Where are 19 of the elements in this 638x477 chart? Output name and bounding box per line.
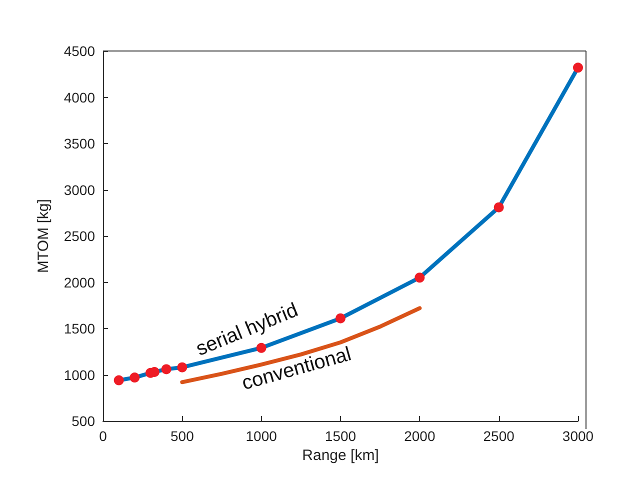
y-tick-label: 3000 (64, 182, 96, 198)
x-tick-label: 2500 (483, 428, 515, 444)
y-tick-label: 4500 (64, 43, 96, 59)
x-tick-label: 0 (99, 428, 108, 444)
y-tick-label: 500 (72, 413, 96, 429)
y-tick-label: 1000 (64, 366, 96, 383)
y-tick-label: 1500 (64, 320, 96, 336)
text: serial hybrid (193, 299, 302, 361)
x-tick-label: 500 (170, 428, 194, 444)
y-tick-label: 3500 (64, 136, 96, 152)
y-axis-title: MTOM [kg] (35, 199, 52, 273)
x-tick-label: 1000 (246, 428, 278, 444)
y-tick-label: 2500 (64, 228, 96, 244)
y-tick-label: 4000 (64, 89, 96, 106)
x-tick-label: 2000 (404, 428, 436, 444)
x-axis-title: Range [km] (302, 446, 379, 464)
x-tick-label: 3000 (562, 428, 594, 444)
x-tick-label: 1500 (324, 428, 356, 444)
y-tick-label: 2000 (64, 274, 96, 290)
